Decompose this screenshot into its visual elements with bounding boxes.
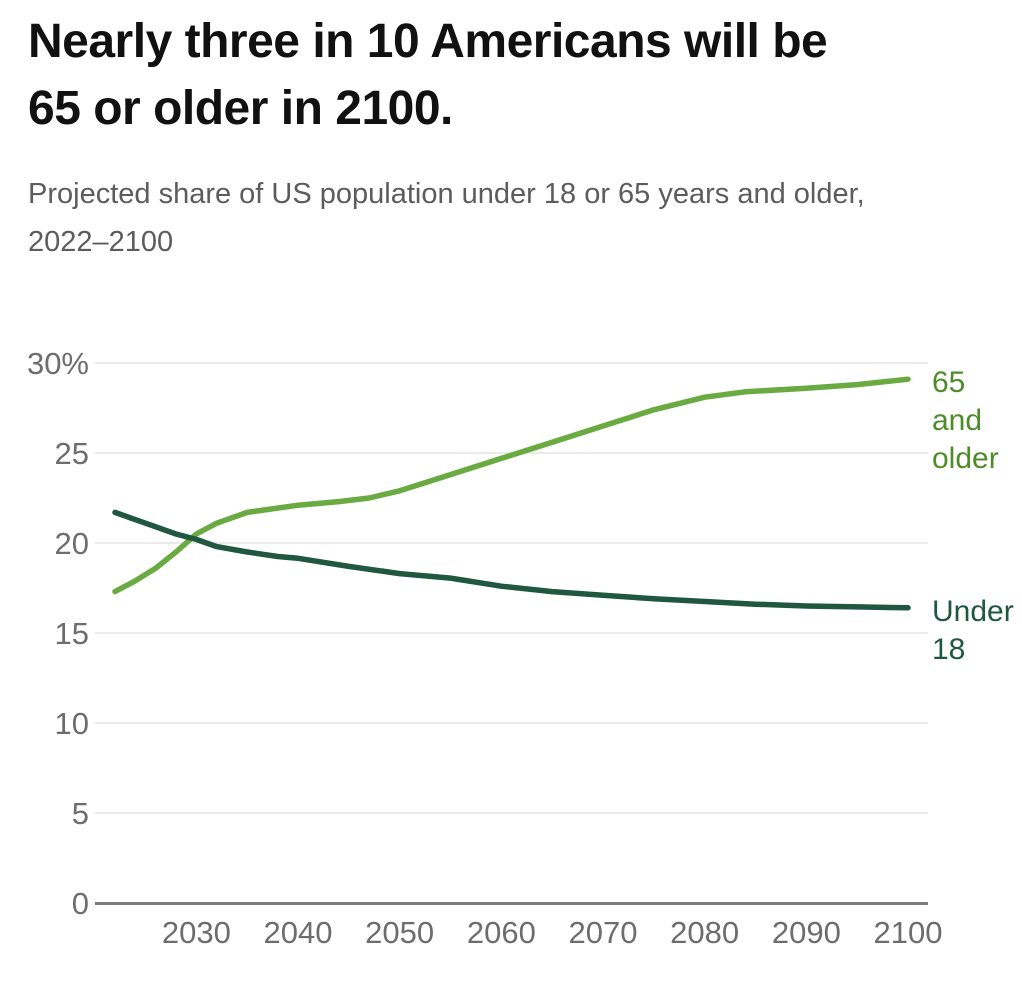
y-tick-label: 0 bbox=[72, 886, 89, 921]
x-tick-label: 2080 bbox=[670, 915, 739, 950]
y-tick-label: 20 bbox=[55, 526, 89, 561]
y-tick-label: 10 bbox=[55, 706, 89, 741]
y-tick-label: 5 bbox=[72, 796, 89, 831]
chart-title-line-2: 65 or older in 2100. bbox=[28, 82, 453, 135]
chart-subtitle-line-1: Projected share of US population under 1… bbox=[28, 178, 865, 210]
chart-title: Nearly three in 10 Americans will be 65 … bbox=[28, 8, 1013, 142]
chart-subtitle: Projected share of US population under 1… bbox=[28, 170, 1013, 266]
x-tick-label: 2030 bbox=[162, 915, 231, 950]
chart-subtitle-line-2: 2022–2100 bbox=[28, 226, 174, 258]
y-tick-label: 15 bbox=[55, 616, 89, 651]
x-tick-label: 2040 bbox=[264, 915, 333, 950]
y-tick-label: 25 bbox=[55, 436, 89, 471]
x-tick-label: 2090 bbox=[772, 915, 841, 950]
y-tick-label: 30% bbox=[27, 346, 89, 381]
x-tick-label: 2060 bbox=[467, 915, 536, 950]
chart-title-line-1: Nearly three in 10 Americans will be bbox=[28, 15, 828, 68]
x-tick-label: 2050 bbox=[365, 915, 434, 950]
series-label-under-18: Under 18 bbox=[932, 595, 1014, 666]
x-tick-label: 2100 bbox=[874, 915, 943, 950]
series-line-under-18 bbox=[112, 509, 911, 611]
series-line-65-and-older bbox=[112, 376, 911, 595]
x-tick-label: 2070 bbox=[569, 915, 638, 950]
series-label-65-and-older: 65 and older bbox=[932, 366, 999, 475]
